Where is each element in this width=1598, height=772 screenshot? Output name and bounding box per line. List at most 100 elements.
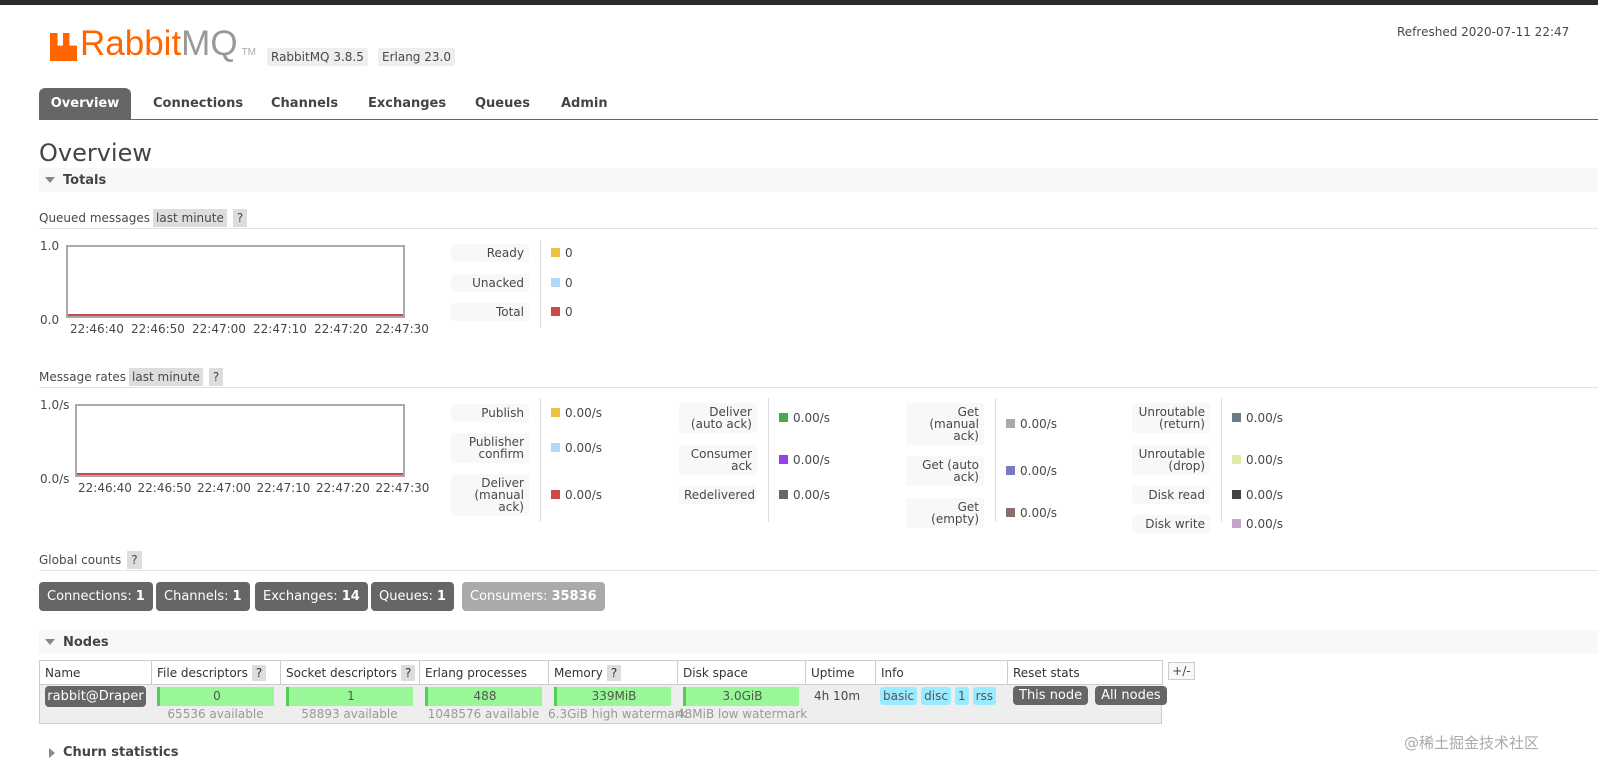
legend-swatch xyxy=(779,413,788,422)
count-button[interactable]: Connections: 1 xyxy=(39,582,153,611)
count-label: Queues: xyxy=(379,589,433,604)
usage-bar: 339MiB xyxy=(554,687,671,706)
count-button[interactable]: Queues: 1 xyxy=(371,582,454,611)
legend-value: 0.00/s xyxy=(793,488,831,502)
range-badge[interactable]: last minute xyxy=(129,368,203,386)
x-tick-label: 22:46:40 xyxy=(78,481,132,495)
legend-label: Ready xyxy=(451,244,529,262)
legend-value: 0 xyxy=(565,305,573,319)
legend-swatch xyxy=(551,278,560,287)
table-header: Disk space xyxy=(677,660,806,685)
x-tick-label: 22:47:10 xyxy=(256,481,311,495)
legend-value: 0.00/s xyxy=(1020,464,1058,478)
column-name: Disk space xyxy=(683,665,748,680)
tab[interactable]: Admin xyxy=(561,96,608,111)
legend-value: 0.00/s xyxy=(1246,517,1284,531)
node-name-button[interactable]: rabbit@Draper xyxy=(45,686,146,707)
legend-value: 0.00/s xyxy=(565,441,603,455)
legend-swatch xyxy=(1232,413,1241,422)
legend-swatch xyxy=(551,443,560,452)
legend-value: 0.00/s xyxy=(1020,506,1058,520)
help-badge[interactable]: ? xyxy=(400,664,416,681)
legend-value: 0.00/s xyxy=(793,453,831,467)
table-header: Reset stats xyxy=(1007,660,1163,685)
legend-swatch xyxy=(551,248,560,257)
info-badge: rss xyxy=(972,687,997,705)
tab[interactable]: Connections xyxy=(153,96,244,111)
legend-value: 0.00/s xyxy=(1246,453,1284,467)
legend-label: Unroutable (drop) xyxy=(1132,445,1210,475)
tab-underline xyxy=(39,119,1598,120)
legend-divider xyxy=(1221,398,1222,522)
column-name: File descriptors xyxy=(157,665,248,680)
count-button[interactable]: Channels: 1 xyxy=(156,582,250,611)
legend-value: 0.00/s xyxy=(793,411,831,425)
reset-button[interactable]: All nodes xyxy=(1095,686,1167,705)
x-tick-label: 22:47:00 xyxy=(192,322,246,336)
legend-label: Get (manual ack) xyxy=(906,403,984,445)
info-badge: 1 xyxy=(954,687,969,705)
logo: Rabbit MQ TM xyxy=(80,24,256,64)
section-bar[interactable] xyxy=(39,168,1598,192)
info-badge: disc xyxy=(921,687,951,705)
legend-swatch xyxy=(1232,455,1241,464)
help-badge[interactable]: ? xyxy=(208,368,224,386)
range-badge[interactable]: last minute xyxy=(153,209,227,227)
help-badge[interactable]: ? xyxy=(232,209,248,227)
info-badge: basic xyxy=(880,687,918,705)
tab[interactable]: Exchanges xyxy=(368,96,447,111)
tab[interactable]: Queues xyxy=(475,96,530,111)
subheading-rule xyxy=(39,228,1598,229)
count-button[interactable]: Exchanges: 14 xyxy=(255,582,368,611)
section-arrow xyxy=(45,639,55,645)
y-tick-label: 0.0/s xyxy=(40,472,70,486)
usage-sub: 1048576 available xyxy=(427,707,540,721)
reset-buttons: This node All nodes xyxy=(1013,686,1167,705)
columns-toggle[interactable]: +/- xyxy=(1168,662,1195,680)
churn-title[interactable]: Churn statistics xyxy=(63,745,179,760)
legend-label: Disk read xyxy=(1132,486,1210,504)
legend-label: Get (auto ack) xyxy=(906,456,984,486)
column-name: Socket descriptors xyxy=(286,665,397,680)
legend-label: Disk write xyxy=(1132,515,1210,533)
subheading-rule xyxy=(39,387,1598,388)
legend-swatch xyxy=(1006,466,1015,475)
legend-value: 0.00/s xyxy=(565,488,603,502)
tab[interactable]: Channels xyxy=(271,96,339,111)
legend-value: 0.00/s xyxy=(565,406,603,420)
usage-sub: 58893 available xyxy=(301,707,398,721)
subheading-label: Queued messages xyxy=(39,211,151,225)
erlang-badge: Erlang 23.0 xyxy=(378,48,455,66)
x-tick-label: 22:46:50 xyxy=(131,322,185,336)
help-badge[interactable]: ? xyxy=(251,664,267,681)
section-title[interactable]: Totals xyxy=(63,173,107,188)
column-name: Uptime xyxy=(811,665,855,680)
table-header: Info xyxy=(875,660,1008,685)
logo-tm: TM xyxy=(241,47,257,58)
help-badge[interactable]: ? xyxy=(127,551,142,569)
legend-swatch xyxy=(779,490,788,499)
usage-bar: 3.0GiB xyxy=(683,687,799,706)
table-header: Socket descriptors? xyxy=(280,660,420,685)
subheading: Message rates last minute? xyxy=(39,368,224,386)
table-header: Memory? xyxy=(548,660,678,685)
section-title[interactable]: Nodes xyxy=(63,635,109,650)
usage-sub: 65536 available xyxy=(167,707,264,721)
subheading: Global counts? xyxy=(39,551,142,569)
section-bar[interactable] xyxy=(39,630,1598,654)
usage-bar: 1 xyxy=(286,687,413,706)
count-label: Consumers: xyxy=(470,589,548,604)
count-button[interactable]: Consumers: 35836 xyxy=(462,582,605,611)
subheading-rule xyxy=(39,570,1598,571)
table-header: Uptime xyxy=(805,660,876,685)
reset-button[interactable]: This node xyxy=(1013,686,1089,705)
help-badge[interactable]: ? xyxy=(606,664,622,681)
x-tick-label: 22:47:20 xyxy=(314,322,368,336)
chart-zero-line xyxy=(77,473,403,475)
y-tick-label: 0.0 xyxy=(40,313,60,327)
count-value: 14 xyxy=(341,589,360,604)
table-header: File descriptors? xyxy=(151,660,281,685)
legend-swatch xyxy=(1232,519,1241,528)
tab-active[interactable]: Overview xyxy=(39,88,131,120)
x-tick-label: 22:46:40 xyxy=(70,322,124,336)
